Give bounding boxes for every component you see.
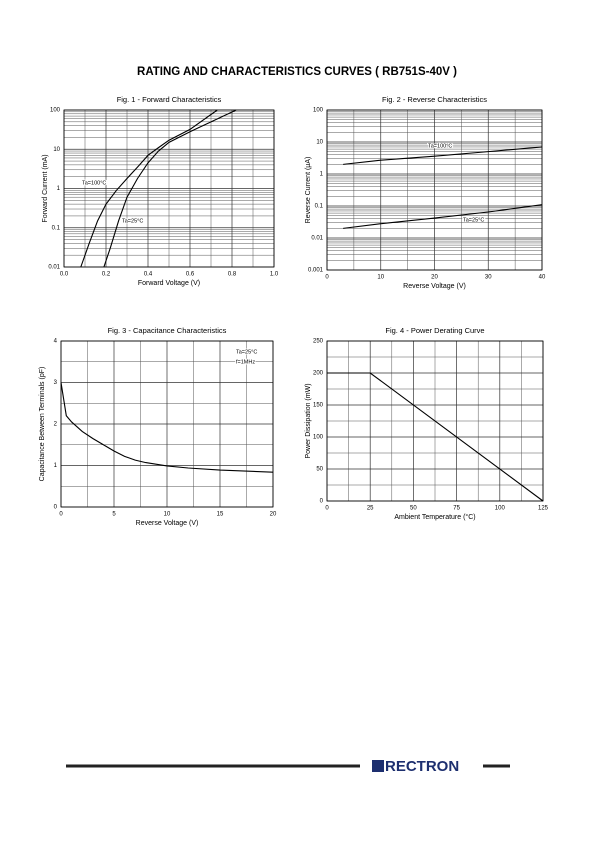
curve [60,382,274,473]
x-tick-label: 25 [367,506,374,512]
x-axis-label: Reverse Voltage (V) [136,520,199,527]
annotation: f=1MHz [236,359,255,365]
annotation: Ta=25°C [236,349,257,355]
x-tick-label: 0.8 [228,272,237,278]
curve [343,146,543,165]
y-tick-label: 3 [54,380,58,386]
y-axis-label: Reverse Current (µA) [305,157,312,224]
x-tick-label: 0 [325,275,329,281]
y-tick-label: 1 [320,172,324,178]
curve [327,372,544,502]
x-tick-label: 75 [453,506,460,512]
chart-title: Fig. 4 - Power Derating Curve [385,326,484,335]
y-tick-label: 2 [54,422,58,428]
logo: RECTRON [385,758,459,775]
y-tick-label: 200 [313,371,324,377]
plot-frame [60,340,274,508]
x-tick-label: 0.4 [144,272,153,278]
x-tick-label: 0 [59,512,63,518]
annotation: Ta=25°C [122,218,143,224]
x-tick-label: 0.0 [60,272,69,278]
x-tick-label: 0.2 [102,272,111,278]
page-title: RATING AND CHARACTERISTICS CURVES ( RB75… [137,66,457,78]
y-tick-label: 0 [320,499,324,505]
y-axis-label: Capacitance Between Terminals (pF) [39,367,46,482]
curve [343,204,543,229]
plot-frame [63,109,275,268]
chart-title: Fig. 1 - Forward Characteristics [117,95,222,104]
y-tick-label: 0.1 [52,225,61,231]
annotation: Ta=100°C [428,143,452,149]
y-tick-label: 0.01 [311,236,323,242]
logo-icon [372,760,384,772]
x-tick-label: 10 [377,275,384,281]
y-tick-label: 100 [313,435,324,441]
plot-frame [326,340,544,502]
y-tick-label: 0 [54,505,58,511]
x-tick-label: 5 [112,512,116,518]
x-tick-label: 50 [410,506,417,512]
x-tick-label: 20 [270,512,277,518]
x-tick-label: 1.0 [270,272,279,278]
y-tick-label: 4 [54,339,58,345]
y-tick-label: 100 [313,108,324,114]
plot-frame [326,109,543,271]
chart-title: Fig. 3 - Capacitance Characteristics [108,326,227,335]
x-tick-label: 125 [538,506,549,512]
x-axis-label: Ambient Temperature (°C) [394,513,475,521]
y-tick-label: 100 [50,108,61,114]
x-tick-label: 10 [164,512,171,518]
y-tick-label: 1 [57,186,61,192]
x-axis-label: Forward Voltage (V) [138,280,200,287]
y-tick-label: 50 [316,467,323,473]
x-tick-label: 20 [431,275,438,281]
y-tick-label: 150 [313,403,324,409]
curve [103,109,237,268]
x-tick-label: 100 [495,506,506,512]
x-tick-label: 30 [485,275,492,281]
y-tick-label: 0.1 [315,204,324,210]
y-tick-label: 0.001 [308,268,324,274]
y-tick-label: 10 [316,140,323,146]
x-tick-label: 0 [325,506,329,512]
y-axis-label: Power Dissipation (mW) [305,383,312,458]
x-tick-label: 15 [217,512,224,518]
x-tick-label: 0.6 [186,272,195,278]
annotation: Ta=25°C [463,217,484,223]
y-tick-label: 10 [53,147,60,153]
annotation: Ta=100°C [82,180,106,186]
curve [80,109,218,268]
chart-title: Fig. 2 - Reverse Characteristics [382,95,487,104]
y-tick-label: 1 [54,463,58,469]
y-tick-label: 250 [313,339,324,345]
y-tick-label: 0.01 [48,265,60,271]
y-axis-label: Forward Current (mA) [42,154,49,222]
x-tick-label: 40 [539,275,546,281]
x-axis-label: Reverse Voltage (V) [403,283,466,290]
